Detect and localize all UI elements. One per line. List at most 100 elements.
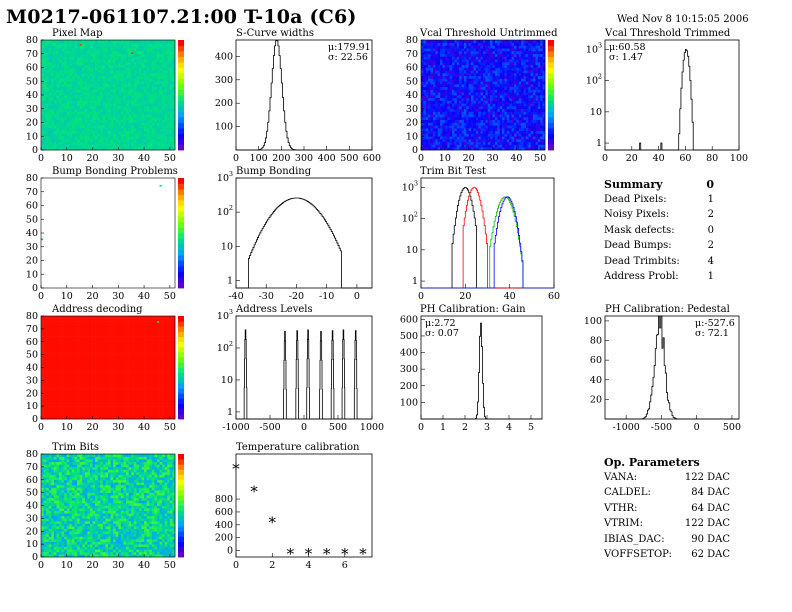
heatmap-cell: [454, 100, 458, 104]
heatmap-cell: [56, 408, 60, 412]
heatmap-cell: [437, 84, 441, 88]
heatmap-cell: [449, 119, 453, 123]
heatmap-cell: [492, 125, 496, 129]
heatmap-cell: [490, 106, 493, 110]
heatmap-cell: [432, 141, 436, 145]
heatmap-cell: [115, 122, 119, 126]
heatmap-cell: [113, 51, 117, 55]
heatmap-cell: [108, 147, 111, 151]
heatmap-cell: [48, 84, 52, 88]
heatmap-cell: [79, 75, 83, 79]
heatmap-cell: [449, 141, 453, 145]
heatmap-cell: [525, 53, 529, 57]
heatmap-cell: [468, 100, 472, 104]
heatmap-cell: [447, 92, 450, 96]
heatmap-cell: [504, 89, 508, 93]
heatmap-cell: [144, 406, 147, 410]
heatmap-cell: [509, 122, 512, 126]
heatmap-cell: [164, 141, 168, 145]
trim_bit_test-y-tick-label: 10: [402, 182, 414, 193]
heatmap-cell: [56, 97, 60, 101]
heatmap-cell: [151, 51, 155, 55]
heatmap-cell: [110, 64, 114, 68]
heatmap-cell: [514, 108, 517, 112]
heatmap-cell: [521, 147, 524, 151]
heatmap-cell: [435, 106, 438, 110]
heatmap-cell: [511, 117, 515, 121]
heatmap-cell: [56, 59, 60, 63]
heatmap-cell: [478, 40, 481, 44]
heatmap-cell: [159, 67, 163, 71]
heatmap-cell: [533, 136, 536, 140]
heatmap-cell: [430, 106, 434, 110]
heatmap-cell: [516, 45, 520, 49]
heatmap-cell: [149, 40, 153, 44]
heatmap-cell: [430, 59, 434, 63]
heatmap-cell: [540, 144, 543, 148]
heatmap-cell: [118, 48, 122, 52]
heatmap-cell: [440, 56, 443, 60]
heatmap-cell: [82, 400, 86, 404]
heatmap-cell: [97, 86, 101, 90]
heatmap-cell: [435, 119, 438, 123]
heatmap-cell: [79, 125, 83, 129]
heatmap-cell: [423, 92, 427, 96]
heatmap-cell: [87, 45, 91, 49]
heatmap-cell: [169, 78, 173, 82]
bump_problems-palette-swatch: [178, 189, 184, 195]
heatmap-cell: [521, 42, 524, 46]
heatmap-cell: [473, 122, 477, 126]
heatmap-cell: [56, 42, 60, 46]
heatmap-cell: [48, 133, 52, 137]
heatmap-cell: [156, 147, 160, 151]
heatmap-cell: [492, 67, 496, 71]
heatmap-cell: [53, 416, 57, 420]
heatmap-cell: [126, 117, 129, 121]
heatmap-cell: [154, 103, 158, 107]
bump_problems-y-tick-label: 10: [26, 269, 38, 280]
heatmap-cell: [156, 395, 160, 399]
heatmap-cell: [461, 56, 465, 60]
heatmap-cell: [41, 136, 44, 140]
heatmap-cell: [118, 147, 122, 151]
heatmap-cell: [53, 141, 57, 145]
heatmap-cell: [131, 141, 135, 145]
heatmap-cell: [468, 128, 472, 132]
heatmap-cell: [421, 97, 424, 101]
heatmap-cell: [461, 111, 465, 115]
heatmap-cell: [468, 51, 472, 55]
heatmap-cell: [79, 100, 83, 104]
heatmap-cell: [535, 117, 539, 121]
heatmap-cell: [133, 95, 137, 99]
heatmap-cell: [447, 117, 450, 121]
heatmap-cell: [540, 81, 543, 85]
heatmap-cell: [516, 100, 520, 104]
heatmap-cell: [120, 119, 124, 123]
heatmap-cell: [162, 122, 165, 126]
heatmap-cell: [506, 51, 510, 55]
heatmap-cell: [473, 56, 477, 60]
heatmap-cell: [518, 100, 522, 104]
vcal_untrimmed-palette-swatch: [548, 56, 554, 63]
heatmap-cell: [92, 53, 96, 57]
heatmap-cell: [480, 73, 484, 77]
heatmap-cell: [156, 408, 160, 412]
heatmap-cell: [452, 111, 455, 115]
heatmap-cell: [53, 133, 57, 137]
heatmap-cell: [156, 130, 160, 134]
heatmap-cell: [74, 42, 78, 46]
heatmap-cell: [435, 130, 438, 134]
heatmap-cell: [141, 136, 145, 140]
heatmap-cell: [172, 395, 176, 399]
heatmap-cell: [430, 103, 434, 107]
heatmap-cell: [71, 81, 75, 85]
heatmap-cell: [432, 136, 436, 140]
heatmap-cell: [102, 136, 106, 140]
heatmap-cell: [525, 141, 529, 145]
heatmap-cell: [442, 103, 446, 107]
heatmap-cell: [483, 147, 486, 151]
heatmap-cell: [528, 128, 531, 132]
heatmap-cell: [475, 114, 479, 118]
heatmap-cell: [518, 51, 522, 55]
heatmap-cell: [131, 117, 135, 121]
